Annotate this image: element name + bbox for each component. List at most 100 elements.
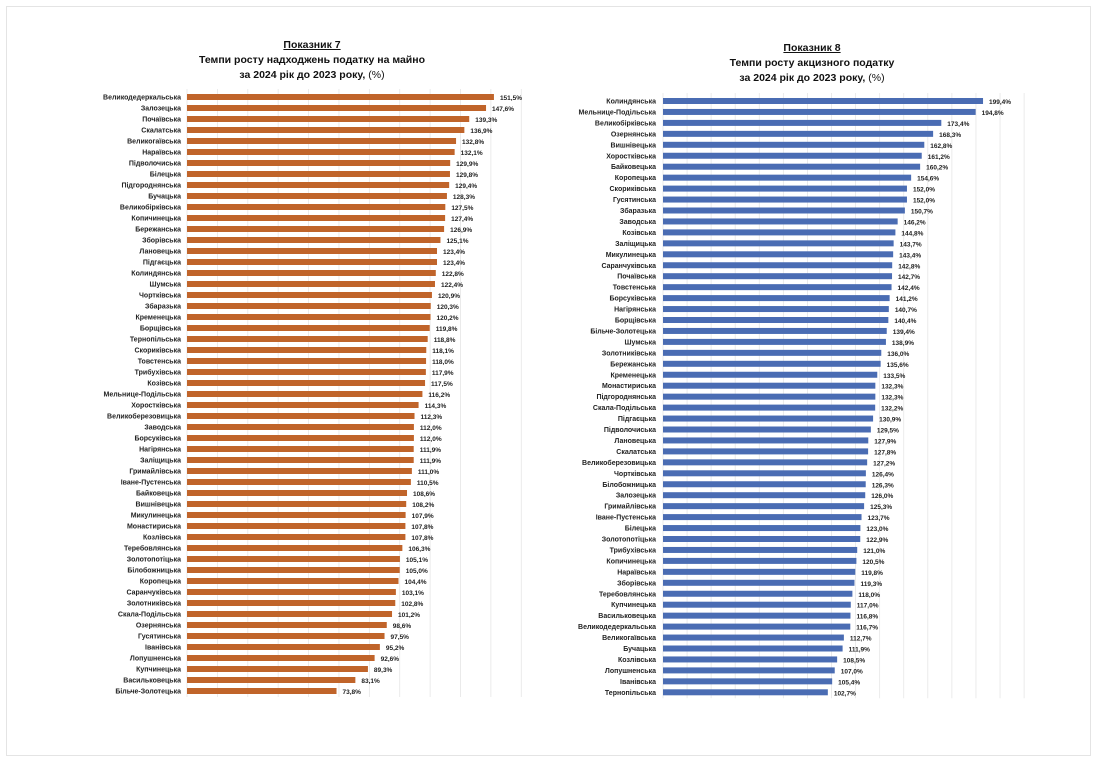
chart-7-data-label: 112,0% <box>420 436 442 443</box>
chart-8-bar <box>663 218 898 225</box>
chart-7-bar <box>187 215 446 221</box>
chart-7-bar <box>187 589 396 595</box>
chart-8-data-label: 123,0% <box>866 526 888 533</box>
chart-7-bar <box>187 380 426 386</box>
chart-7-category-label: Коропецька <box>140 579 181 586</box>
chart-7-category-label: Збаразька <box>145 303 181 311</box>
chart-7-bar <box>187 391 423 397</box>
chart-8-data-label: 140,4% <box>894 318 916 325</box>
chart-8-category-label: Кременецька <box>610 372 656 379</box>
chart-8-category-label: Залозецька <box>616 493 656 500</box>
chart-8-bar <box>663 284 892 291</box>
chart-7-category-label: Скала-Подільська <box>118 611 181 619</box>
chart-7-category-label: Гримайлівська <box>129 468 181 476</box>
chart-8-bar <box>663 262 893 269</box>
chart-8-category-label: Хоростківська <box>606 152 656 160</box>
chart-8-category-label: Скала-Подільська <box>593 404 656 412</box>
chart-7-bar <box>187 435 414 441</box>
chart-8-data-label: 118,0% <box>858 592 880 599</box>
chart-7-data-label: 108,6% <box>413 491 435 498</box>
chart-8-bar <box>663 119 942 126</box>
chart-8-data-label: 108,5% <box>843 657 865 664</box>
chart-7-data-label: 127,5% <box>451 205 473 212</box>
chart-8-bar <box>663 645 843 652</box>
chart-7-category-label: Почаївська <box>142 117 181 124</box>
chart-7-bar <box>187 149 455 155</box>
chart-8-category-label: Підволочиська <box>604 426 656 434</box>
chart-7-category-label: Заліщицька <box>140 457 181 465</box>
chart-8-bar <box>663 667 835 674</box>
chart-7-bar <box>187 193 447 199</box>
chart-8-data-label: 129,5% <box>877 428 899 435</box>
chart-8-data-label: 105,4% <box>838 679 860 686</box>
chart-7-bar <box>187 347 427 353</box>
chart-7-category-label: Борщівська <box>140 325 181 333</box>
chart-7-bar <box>187 204 446 210</box>
chart-8-bar <box>663 393 876 400</box>
chart-7-category-label: Кременецька <box>135 315 181 322</box>
chart-8-data-label: 133,5% <box>883 373 905 380</box>
chart-8-bar <box>663 382 876 389</box>
chart-8-data-label: 143,4% <box>899 252 921 259</box>
chart-7-data-label: 151,5% <box>500 95 522 102</box>
chart-8-category-label: Великодедеркальська <box>578 624 656 631</box>
chart-8-bar <box>663 207 905 214</box>
chart-8-category-label: Борсуківська <box>609 295 656 303</box>
chart-7-bar <box>187 105 487 111</box>
chart-8-category-label: Бучацька <box>623 646 656 653</box>
chart-8-data-label: 132,3% <box>881 384 903 391</box>
chart-8-data-label: 142,8% <box>898 263 920 270</box>
chart-8-category-label: Бережанська <box>610 361 656 368</box>
chart-7-data-label: 120,9% <box>438 293 460 300</box>
chart-8-category-label: Лановецька <box>614 438 656 445</box>
chart-7-category-label: Козлівська <box>143 534 181 542</box>
chart-7-bar <box>187 182 450 188</box>
chart-8-bar <box>663 536 861 542</box>
chart-7-bar <box>187 127 465 133</box>
chart-7-category-label: Скориківська <box>135 347 182 355</box>
chart-8-bar <box>663 590 853 597</box>
chart-7-bar <box>187 666 368 672</box>
chart-8-data-label: 144,8% <box>901 230 923 237</box>
chart-8-bar <box>663 459 868 466</box>
chart-8-category-label: Лопушненська <box>605 668 656 675</box>
chart-7-bar <box>187 567 400 573</box>
chart-7-category-label: Трибухівська <box>135 369 181 377</box>
chart-8-data-label: 120,5% <box>862 559 884 566</box>
chart-7-category-label: Нараївська <box>142 150 181 157</box>
chart-8-bar <box>663 404 876 411</box>
chart-7-bar <box>187 369 426 375</box>
chart-7-bar <box>187 226 445 232</box>
chart-7-category-label: Білецька <box>150 171 181 179</box>
chart-7-data-label: 108,2% <box>412 502 434 509</box>
chart-7-category-label: Васильковецька <box>123 678 181 685</box>
chart-8-data-label: 194,8% <box>982 110 1004 117</box>
chart-8-category-label: Купчинецька <box>611 602 656 609</box>
chart-8-heading: Показник 8 <box>783 42 841 54</box>
chart-7-category-label: Колиндянська <box>131 271 181 278</box>
chart-8-data-label: 132,3% <box>881 395 903 402</box>
chart-8-data-label: 102,7% <box>834 690 856 697</box>
chart-7-category-label: Вишнівецька <box>136 501 182 509</box>
chart-8-data-label: 138,9% <box>892 340 914 347</box>
chart-8-data-label: 139,4% <box>893 329 915 336</box>
chart-7-data-label: 103,1% <box>402 590 424 597</box>
chart-8-category-label: Чортківська <box>614 470 656 478</box>
chart-7-bar <box>187 600 396 606</box>
chart-7-data-label: 98,6% <box>393 623 412 630</box>
chart-7-data-label: 95,2% <box>386 645 405 652</box>
chart-7-category-label: Золотниківська <box>127 600 181 608</box>
chart-7-category-label: Великодедеркальська <box>103 95 181 102</box>
chart-8-category-label: Золотниківська <box>602 349 656 357</box>
chart-7-category-label: Бучацька <box>148 194 181 201</box>
chart-7-data-label: 132,8% <box>462 139 484 146</box>
chart-8-unit: (%) <box>868 72 885 84</box>
chart-7-bar <box>187 468 412 474</box>
chart-7-category-label: Монастириська <box>127 524 181 531</box>
chart-8-bar <box>663 185 907 192</box>
chart-7-category-label: Микулинецька <box>131 513 181 520</box>
chart-8-bar <box>663 612 851 619</box>
chart-8-category-label: Гусятинська <box>613 197 656 204</box>
chart-8-data-label: 161,2% <box>928 154 950 161</box>
chart-8-bar <box>663 689 828 696</box>
